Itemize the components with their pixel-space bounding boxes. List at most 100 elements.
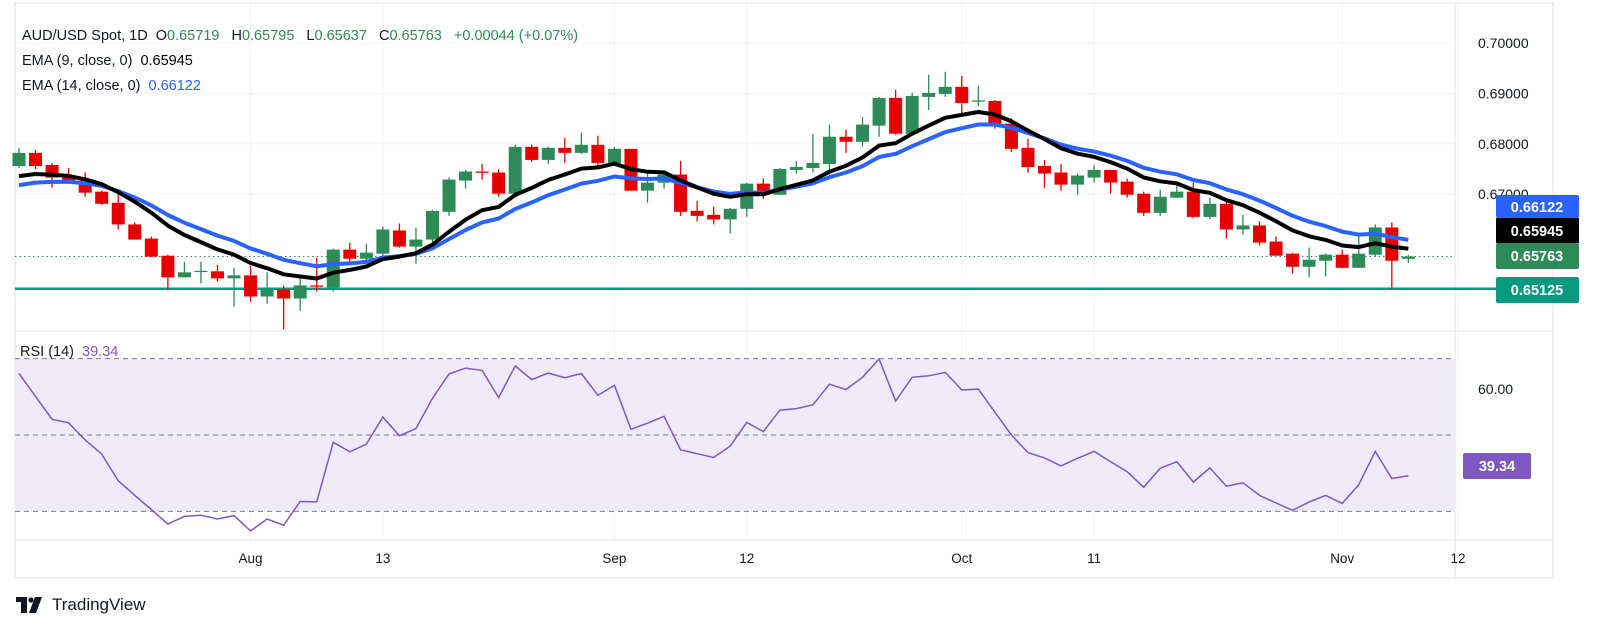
candle-body xyxy=(1203,203,1217,217)
candle xyxy=(591,135,605,169)
candle xyxy=(210,264,224,282)
candle xyxy=(1269,236,1283,256)
candle xyxy=(343,242,357,263)
candle xyxy=(442,177,456,216)
candle-body xyxy=(1219,203,1233,230)
candle xyxy=(938,71,952,97)
candle xyxy=(1021,138,1035,173)
time-tick-label: 12 xyxy=(739,551,754,566)
rsi-legend-value: 39.34 xyxy=(82,344,119,360)
candle xyxy=(641,170,655,203)
candle-body xyxy=(1302,259,1316,267)
candle xyxy=(525,144,539,162)
candle xyxy=(872,96,886,137)
candle-body xyxy=(29,152,43,166)
ema14-line xyxy=(18,122,1409,269)
ema9-line xyxy=(18,110,1409,281)
open-label: O xyxy=(155,28,168,44)
candle-body xyxy=(889,97,903,134)
candle xyxy=(889,89,903,135)
candle-body xyxy=(409,239,423,247)
price-tick-label: 0.69000 xyxy=(1478,85,1529,101)
low-label: L xyxy=(306,28,315,44)
candle-body xyxy=(922,92,936,97)
ema9-legend[interactable]: EMA (9, close, 0) 0.65945 xyxy=(22,53,197,69)
candle-body xyxy=(1286,253,1300,267)
ema14-legend-value: 0.66122 xyxy=(148,78,201,94)
candle xyxy=(541,146,555,164)
candle xyxy=(310,257,324,292)
candle-body xyxy=(1054,172,1068,185)
candle-body xyxy=(1137,193,1151,213)
candle xyxy=(12,147,26,168)
candle xyxy=(392,223,406,248)
candle-body xyxy=(475,171,489,173)
candle xyxy=(1219,200,1233,239)
candle-body xyxy=(1253,225,1266,243)
tradingview-logo-icon xyxy=(16,597,42,613)
candle-body xyxy=(806,162,820,168)
time-tick-label: Nov xyxy=(1330,551,1354,566)
symbol-title[interactable]: AUD/USD Spot, 1D xyxy=(22,28,148,44)
candle xyxy=(1352,234,1366,268)
candle xyxy=(29,149,43,169)
candle-body xyxy=(95,191,109,204)
candle xyxy=(822,124,836,175)
candle xyxy=(1054,163,1068,191)
candle-body xyxy=(343,249,357,259)
candle xyxy=(1236,214,1250,235)
candle xyxy=(326,248,340,292)
candle-body xyxy=(1335,254,1349,268)
candle-body xyxy=(1104,170,1118,183)
close-value: C0.65763 xyxy=(379,28,446,44)
candle xyxy=(293,275,307,311)
candle xyxy=(161,254,175,290)
candle-body xyxy=(839,136,853,142)
candle-body xyxy=(293,285,307,299)
candle-body xyxy=(905,95,919,134)
price-tick-label: 0.68000 xyxy=(1478,136,1529,152)
open-number: 0.65719 xyxy=(167,28,220,44)
candle xyxy=(1335,249,1349,269)
change-value: +0.00044 (+0.07%) xyxy=(453,28,579,44)
candle-body xyxy=(227,275,241,279)
candle-body xyxy=(144,238,158,257)
candle xyxy=(1253,221,1266,246)
candle xyxy=(1037,159,1051,188)
candle-body xyxy=(326,249,340,288)
candle xyxy=(426,209,439,244)
candle xyxy=(1385,222,1399,289)
candle-body xyxy=(161,255,175,278)
candle-body xyxy=(558,147,572,153)
candle-body xyxy=(277,289,291,299)
tradingview-logo[interactable]: TradingView xyxy=(16,595,146,615)
candle-body xyxy=(310,285,324,287)
candle xyxy=(277,285,291,330)
candle-body xyxy=(756,183,770,195)
candle xyxy=(177,261,191,278)
candle xyxy=(922,74,936,111)
price-label-ema14: 0.66122 xyxy=(1496,195,1579,218)
candle-body xyxy=(492,172,506,194)
candle xyxy=(1104,170,1118,194)
time-tick-label: Aug xyxy=(239,551,263,566)
candle-body xyxy=(1087,170,1101,178)
time-axis[interactable]: Aug 13 Sep 12 Oct 11 Nov 12 xyxy=(239,551,1466,566)
ema14-legend[interactable]: EMA (14, close, 0) 0.66122 xyxy=(22,78,205,94)
rsi-legend[interactable]: RSI (14) 39.34 xyxy=(20,344,122,360)
price-label-close: 0.65763 xyxy=(1496,243,1579,269)
candle-body xyxy=(392,230,406,247)
rsi-legend-label: RSI (14) xyxy=(20,344,74,360)
candle xyxy=(1319,253,1333,277)
price-label-ema14-text: 0.66122 xyxy=(1511,200,1563,216)
time-tick-label: Oct xyxy=(951,551,972,566)
candle xyxy=(971,85,985,106)
candle-body xyxy=(1269,241,1283,256)
open-value: O0.65719 xyxy=(156,28,224,44)
candle-body xyxy=(690,210,704,216)
candle-body xyxy=(1037,165,1051,174)
high-label: H xyxy=(231,28,242,44)
candle xyxy=(674,160,688,216)
